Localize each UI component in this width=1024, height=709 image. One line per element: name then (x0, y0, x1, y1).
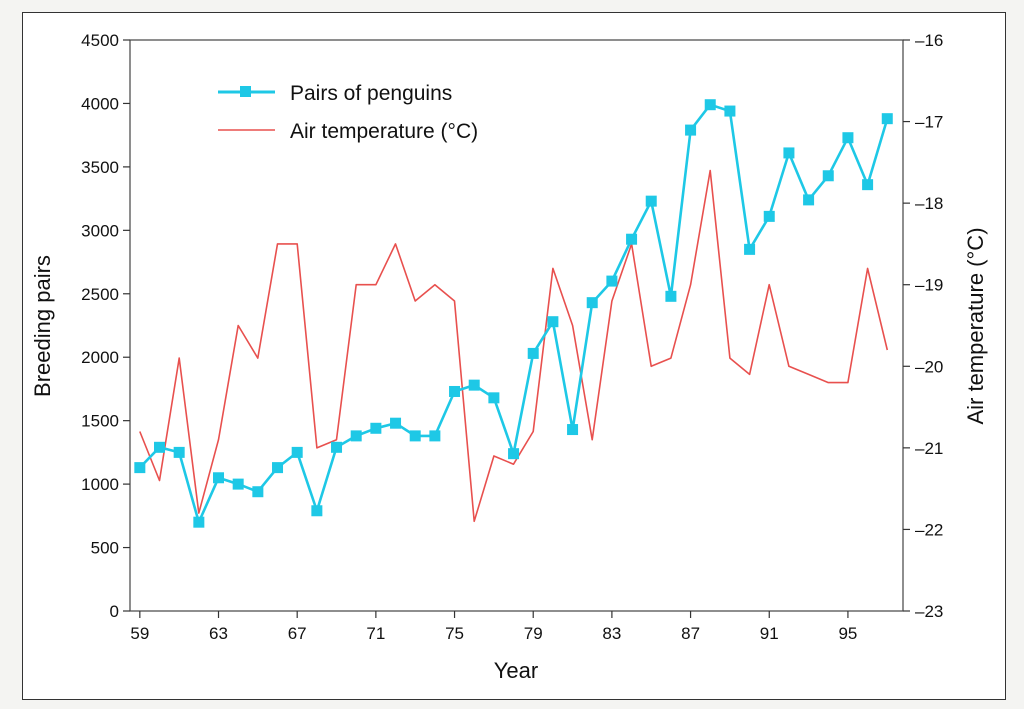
data-point-penguins (527, 347, 539, 359)
y2-tick-label: –16 (915, 31, 943, 50)
data-point-penguins (429, 430, 441, 442)
y-tick-label: 1500 (81, 412, 119, 431)
y-tick-label: 2000 (81, 348, 119, 367)
data-point-penguins (370, 422, 382, 434)
data-point-penguins (862, 179, 874, 191)
data-point-penguins (586, 297, 598, 309)
x-tick-label: 87 (681, 624, 700, 643)
x-tick-label: 79 (524, 624, 543, 643)
data-point-penguins (685, 124, 697, 136)
data-point-penguins (134, 462, 146, 474)
y2-tick-label: –23 (915, 602, 943, 621)
data-point-penguins (881, 113, 893, 125)
data-point-penguins (193, 516, 205, 528)
y-axis-title: Breeding pairs (30, 255, 55, 397)
y-tick-label: 3500 (81, 158, 119, 177)
data-point-penguins (645, 195, 657, 207)
y-tick-label: 2500 (81, 285, 119, 304)
data-point-penguins (704, 99, 716, 111)
y-tick-label: 1000 (81, 475, 119, 494)
data-point-penguins (331, 441, 343, 453)
y-tick-label: 0 (110, 602, 119, 621)
x-axis-title: Year (494, 658, 538, 683)
legend-penguins-marker (240, 86, 251, 97)
x-tick-label: 71 (366, 624, 385, 643)
y2-tick-label: –17 (915, 113, 943, 132)
data-point-penguins (822, 170, 834, 182)
data-point-penguins (626, 233, 638, 245)
data-point-penguins (449, 385, 461, 397)
data-point-penguins (744, 243, 756, 255)
data-point-penguins (488, 392, 500, 404)
chart-frame (22, 12, 1006, 700)
data-point-penguins (291, 446, 303, 458)
data-point-penguins (154, 441, 166, 453)
y-tick-label: 500 (91, 539, 119, 558)
data-point-penguins (173, 446, 185, 458)
legend-penguins-label: Pairs of penguins (290, 82, 452, 105)
data-point-penguins (547, 316, 559, 328)
data-point-penguins (232, 478, 244, 490)
plot-area (129, 39, 904, 612)
data-point-penguins (803, 194, 815, 206)
data-point-penguins (311, 505, 323, 517)
y2-axis-title: Air temperature (°C) (963, 227, 988, 424)
y-tick-label: 3000 (81, 221, 119, 240)
data-point-penguins (468, 379, 480, 391)
data-point-penguins (724, 105, 736, 117)
data-point-penguins (350, 430, 362, 442)
y2-tick-label: –19 (915, 276, 943, 295)
data-point-penguins (842, 132, 854, 144)
data-point-penguins (213, 472, 225, 484)
data-point-penguins (606, 275, 618, 287)
series-line-air-temperature (139, 169, 889, 523)
data-point-penguins (409, 430, 421, 442)
y2-tick-label: –18 (915, 194, 943, 213)
legend-temperature-label: Air temperature (°C) (290, 120, 478, 143)
series-line-pairs-of-penguins (138, 103, 889, 524)
data-point-penguins (665, 290, 677, 302)
y2-tick-label: –20 (915, 357, 943, 376)
data-point-penguins (390, 417, 402, 429)
x-tick-label: 95 (838, 624, 857, 643)
data-point-penguins (508, 448, 520, 460)
data-point-penguins (567, 424, 579, 436)
x-tick-label: 75 (445, 624, 464, 643)
x-tick-label: 67 (288, 624, 307, 643)
y-tick-label: 4000 (81, 94, 119, 113)
y2-tick-label: –22 (915, 520, 943, 539)
x-tick-label: 83 (602, 624, 621, 643)
data-point-penguins (783, 147, 795, 159)
data-point-penguins (272, 462, 284, 474)
x-tick-label: 63 (209, 624, 228, 643)
x-tick-label: 59 (130, 624, 149, 643)
y-tick-label: 4500 (81, 31, 119, 50)
data-point-penguins (252, 486, 264, 498)
x-tick-label: 91 (760, 624, 779, 643)
data-point-penguins (763, 210, 775, 222)
y2-tick-label: –21 (915, 439, 943, 458)
